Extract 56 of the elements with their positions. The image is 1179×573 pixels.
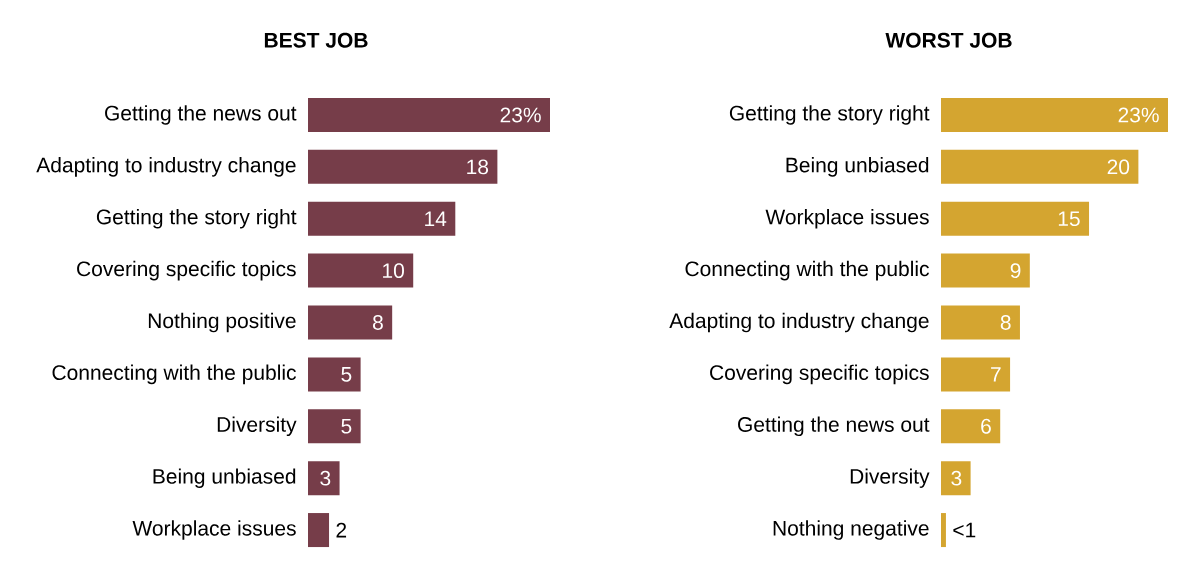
chart-title: BEST JOB <box>264 32 368 48</box>
y-tick-label: Getting the story right <box>96 208 297 229</box>
y-tick-label: Being unbiased <box>153 468 296 488</box>
bar <box>941 253 1030 288</box>
data-label: 10 <box>383 263 404 279</box>
bar <box>308 513 330 548</box>
bar <box>308 461 340 496</box>
data-label: 3 <box>951 470 962 486</box>
data-label: 5 <box>341 367 352 382</box>
data-label: 9 <box>1010 263 1021 279</box>
bar <box>308 97 550 132</box>
y-tick-label: Diversity <box>850 468 930 488</box>
y-tick-label: Workplace issues <box>765 208 929 229</box>
bar <box>941 201 1090 236</box>
bar <box>308 201 456 236</box>
data-label: 2 <box>336 522 347 538</box>
data-label: <1 <box>953 522 976 538</box>
data-label: 18 <box>467 159 489 175</box>
y-tick-label: Diversity <box>217 416 297 437</box>
y-tick-label: Nothing positive <box>148 312 296 333</box>
bar <box>941 461 971 496</box>
bar <box>941 513 946 548</box>
y-tick-label: Adapting to industry change <box>669 312 929 333</box>
y-tick-label: Getting the news out <box>738 416 930 437</box>
data-label: 20 <box>1107 159 1130 175</box>
data-label: 14 <box>425 211 447 226</box>
bar <box>941 149 1139 184</box>
bar <box>941 409 1001 444</box>
data-label: 23% <box>1118 107 1159 123</box>
bar <box>941 97 1168 132</box>
chart-title: WORST JOB <box>885 32 1012 48</box>
bar <box>308 305 393 340</box>
bar <box>308 253 414 288</box>
data-label: 7 <box>991 367 1001 382</box>
y-tick-label: Getting the news out <box>105 105 297 125</box>
bar <box>308 409 361 444</box>
data-label: 23% <box>500 107 541 123</box>
y-tick-label: Adapting to industry change <box>36 157 296 177</box>
data-label: 6 <box>981 418 991 434</box>
y-tick-label: Workplace issues <box>132 520 296 540</box>
bar <box>941 305 1020 340</box>
y-tick-label: Being unbiased <box>786 157 929 177</box>
bar <box>941 357 1011 392</box>
bar <box>308 149 498 184</box>
data-label: 3 <box>320 470 331 486</box>
y-tick-label: Covering specific topics <box>710 364 929 385</box>
y-tick-label: Nothing negative <box>773 520 929 540</box>
data-label: 5 <box>341 418 352 434</box>
data-label: 15 <box>1058 211 1080 227</box>
y-tick-label: Connecting with the public <box>52 364 296 385</box>
y-tick-label: Connecting with the public <box>685 260 929 281</box>
data-label: 8 <box>1000 315 1011 330</box>
y-tick-label: Getting the story right <box>729 105 930 125</box>
bar <box>308 357 361 392</box>
y-tick-label: Covering specific topics <box>77 260 296 281</box>
data-label: 8 <box>373 315 383 330</box>
